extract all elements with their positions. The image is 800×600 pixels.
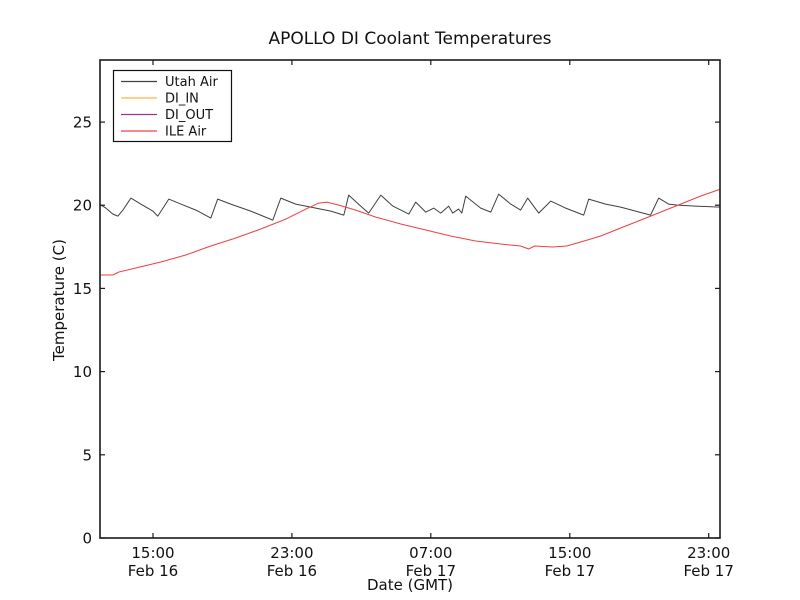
y-tick-label: 20 — [73, 197, 92, 215]
y-tick-label: 0 — [82, 530, 92, 548]
legend-label: DI_OUT — [165, 108, 213, 123]
y-tick-label: 15 — [73, 280, 92, 298]
x-tick-label-date: Feb 16 — [128, 562, 178, 580]
x-tick-label-date: Feb 17 — [683, 562, 733, 580]
axes-frame — [99, 59, 721, 539]
x-axis-label: Date (GMT) — [367, 576, 453, 594]
x-tick-label-date: Feb 17 — [545, 562, 595, 580]
series-line-ile-air — [100, 188, 721, 276]
y-axis-label: Temperature (C) — [50, 239, 68, 362]
y-tick-label: 10 — [73, 363, 92, 381]
x-tick-label-time: 07:00 — [409, 544, 452, 562]
x-tick-label-time: 15:00 — [131, 544, 174, 562]
x-tick-label-date: Feb 17 — [406, 562, 456, 580]
legend-label: DI_IN — [165, 92, 199, 107]
legend-label: ILE Air — [165, 125, 207, 140]
y-tick-label: 25 — [73, 114, 92, 132]
chart-title: APOLLO DI Coolant Temperatures — [268, 29, 551, 49]
x-tick-label-time: 15:00 — [548, 544, 591, 562]
series-line-utah-air — [100, 193, 721, 221]
y-tick-label: 5 — [82, 446, 92, 464]
x-tick-label-date: Feb 16 — [267, 562, 317, 580]
x-tick-label-time: 23:00 — [270, 544, 313, 562]
legend-label: Utah Air — [165, 75, 218, 90]
legend-box — [112, 69, 233, 143]
x-tick-label-time: 23:00 — [687, 544, 730, 562]
